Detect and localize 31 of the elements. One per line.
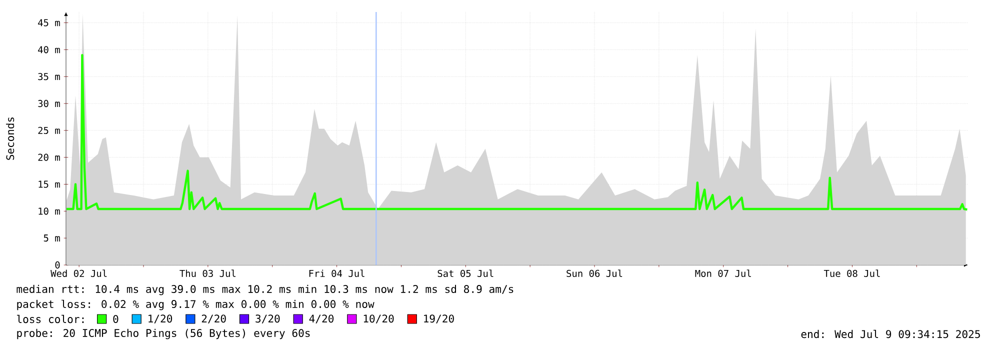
legend-label: 0 [113, 315, 118, 323]
y-tick-label: 35 m [38, 73, 60, 80]
line-series [65, 54, 968, 211]
legend-label: 4/20 [309, 314, 334, 324]
y-tick-label: 40 m [38, 46, 60, 54]
legend-label: 3/20 [256, 314, 280, 324]
x-tick-label: Sat 05 Jul [438, 270, 494, 278]
y-tick-label: 20 m [38, 154, 60, 161]
y-tick-label: 0 [55, 261, 60, 269]
text: packet loss: 0.02 % avg 9.17 % max 0.00 % min 0.00 % now [17, 300, 374, 310]
x-tick-label: Tue 08 Jul [824, 270, 880, 278]
legend-title: loss color: [17, 314, 84, 324]
x-tick-label: Sun 06 Jul [566, 270, 622, 278]
legend-label: 1/20 [148, 314, 172, 324]
x-tick-label: Mon 07 Jul [695, 270, 751, 278]
y-tick-label: 45 m [38, 19, 60, 26]
y-tick-label: 30 m [38, 100, 60, 108]
x-tick-label: Fri 04 Jul [309, 270, 364, 278]
y-axis-title: Seconds [6, 118, 14, 160]
y-tick-label: 25 m [38, 126, 60, 134]
x-tick-label: Wed 02 Jul [50, 270, 107, 278]
legend-label: 10/20 [364, 314, 394, 324]
y-tick-label: 15 m [38, 180, 60, 188]
text: end: Wed Jul 9 09:34:15 2025 [801, 330, 980, 338]
legend-label: 2/20 [202, 314, 226, 324]
x-tick-label: Thu 03 Jul [180, 270, 236, 278]
text: probe: 20 ICMP Echo Pings (56 Bytes) every 60s [17, 328, 310, 340]
y-tick-label: 10 m [38, 208, 60, 215]
legend-label: 19/20 [424, 314, 454, 324]
y-tick-label: 5 m [44, 234, 60, 242]
text: median rtt: 10.4 ms avg 39.0 ms max 10.2 ms min 10.3 ms now 1.2 ms sd 8.9 am/s [16, 284, 514, 296]
